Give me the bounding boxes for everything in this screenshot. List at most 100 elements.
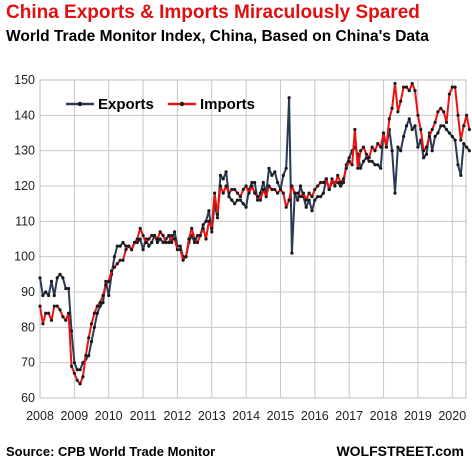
y-tick-label: 100: [14, 250, 35, 264]
imports-point: [101, 293, 105, 298]
exports-point: [462, 142, 466, 146]
imports-point: [241, 187, 245, 192]
imports-point: [459, 138, 463, 142]
exports-point: [41, 293, 45, 298]
exports-point: [296, 198, 300, 202]
exports-point: [244, 205, 248, 209]
x-tick-label: 2017: [335, 409, 363, 423]
exports-point: [396, 145, 400, 149]
imports-point: [333, 184, 337, 188]
exports-point: [52, 293, 56, 298]
x-tick-label: 2011: [130, 409, 157, 423]
imports-point: [161, 233, 165, 238]
exports-point: [178, 244, 182, 248]
y-tick-label: 60: [21, 391, 35, 405]
exports-point: [393, 191, 397, 195]
imports-point: [270, 187, 274, 192]
imports-point: [115, 262, 119, 266]
exports-point: [158, 237, 162, 241]
imports-point: [210, 226, 214, 230]
imports-point: [92, 311, 96, 315]
exports-point: [98, 304, 102, 308]
exports-line: [39, 96, 471, 371]
exports-point: [250, 180, 254, 185]
y-tick-label: 80: [21, 320, 35, 334]
exports-point: [161, 240, 165, 245]
exports-point: [298, 184, 303, 188]
imports-point: [167, 240, 171, 245]
imports-point: [127, 244, 131, 248]
exports-point: [104, 279, 108, 283]
imports-point: [193, 237, 197, 241]
exports-point: [261, 180, 265, 185]
imports-point: [361, 145, 366, 149]
imports-point: [213, 191, 217, 195]
imports-point: [276, 191, 280, 195]
imports-point: [281, 191, 285, 195]
imports-legend-label: Imports: [200, 96, 255, 113]
y-tick-label: 110: [15, 214, 35, 228]
imports-point: [447, 92, 451, 96]
imports-point: [218, 184, 222, 188]
imports-point: [467, 127, 471, 132]
exports-point: [465, 145, 469, 149]
imports-point: [359, 149, 363, 153]
exports-point: [44, 290, 48, 294]
exports-point: [241, 202, 245, 206]
exports-point: [95, 311, 99, 315]
imports-point: [221, 191, 225, 195]
imports-point: [316, 184, 320, 188]
x-tick-label: 2014: [232, 409, 260, 423]
imports-point: [347, 159, 351, 163]
imports-point: [44, 311, 48, 315]
exports-point: [390, 149, 394, 153]
exports-legend-label: Exports: [98, 96, 154, 113]
exports-point: [253, 180, 257, 185]
imports-point: [201, 226, 205, 230]
exports-point: [170, 240, 174, 245]
exports-point: [92, 325, 96, 329]
exports-point: [215, 216, 220, 220]
imports-point: [416, 113, 420, 117]
exports-legend-marker: [77, 101, 83, 107]
exports-point: [319, 195, 323, 199]
exports-point: [436, 131, 440, 135]
imports-point: [336, 173, 340, 177]
exports-point: [138, 237, 142, 241]
exports-point: [422, 156, 426, 160]
imports-point: [313, 187, 317, 192]
imports-point: [287, 198, 291, 202]
exports-point: [453, 138, 457, 142]
exports-point: [416, 145, 420, 149]
exports-point: [450, 134, 454, 139]
exports-point: [442, 124, 446, 128]
imports-point: [433, 120, 437, 124]
x-tick-label: 2008: [26, 409, 54, 423]
imports-point: [298, 195, 303, 199]
exports-point: [193, 240, 197, 245]
imports-point: [321, 180, 325, 185]
imports-point: [158, 230, 162, 234]
exports-point: [376, 163, 380, 167]
exports-point: [210, 230, 214, 234]
exports-point: [424, 152, 429, 156]
imports-point: [52, 304, 56, 308]
imports-point: [465, 113, 469, 117]
imports-point: [47, 311, 51, 315]
x-tick-label: 2010: [95, 409, 123, 423]
imports-point: [256, 195, 260, 199]
exports-point: [379, 166, 383, 170]
exports-point: [367, 159, 371, 163]
exports-point: [147, 244, 151, 248]
imports-point: [173, 237, 177, 241]
imports-point: [404, 85, 409, 89]
imports-point: [152, 233, 157, 238]
exports-point: [167, 233, 171, 238]
imports-point: [341, 177, 346, 181]
imports-point: [419, 127, 423, 132]
imports-point: [439, 106, 443, 110]
imports-point: [233, 187, 237, 192]
exports-point: [430, 149, 434, 153]
x-tick-label: 2018: [370, 409, 398, 423]
x-tick-label: 2019: [404, 409, 432, 423]
